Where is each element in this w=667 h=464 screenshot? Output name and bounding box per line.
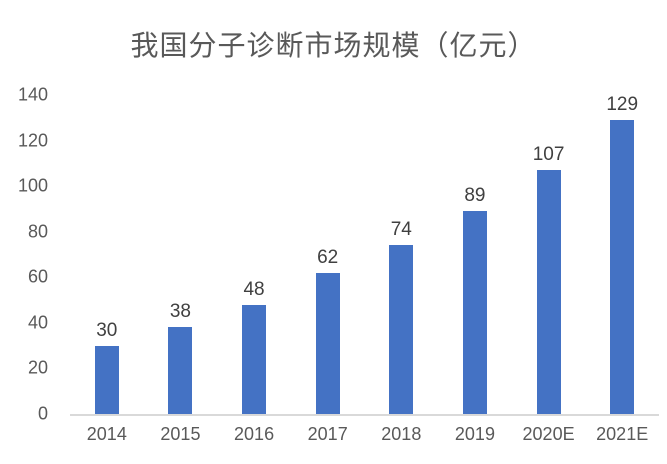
bar-column: 89 bbox=[438, 95, 512, 414]
bar bbox=[462, 211, 487, 414]
bar-column: 48 bbox=[217, 95, 291, 414]
bar bbox=[610, 120, 635, 414]
chart-title: 我国分子诊断市场规模（亿元） bbox=[130, 30, 537, 61]
bar bbox=[389, 245, 414, 414]
x-tick-label: 2014 bbox=[86, 424, 127, 444]
bar-column: 74 bbox=[365, 95, 439, 414]
bar bbox=[242, 304, 267, 414]
bar-value-label: 48 bbox=[243, 278, 265, 300]
bar-value-label: 74 bbox=[390, 219, 412, 241]
bar bbox=[168, 327, 193, 414]
y-tick-label: 120 bbox=[17, 130, 48, 151]
y-tick-label: 60 bbox=[27, 266, 48, 287]
bar-value-label: 38 bbox=[169, 301, 191, 323]
x-axis: 2014 2015 2016 2017 2018 2019 2020E 2021E bbox=[70, 424, 659, 445]
y-tick-label: 0 bbox=[37, 403, 48, 424]
plot-area: 30 38 48 62 74 89 107 129 bbox=[70, 95, 659, 416]
bar-value-label: 30 bbox=[96, 319, 118, 341]
y-axis: 0 20 40 60 80 100 120 140 bbox=[0, 85, 58, 424]
bar-column: 107 bbox=[512, 95, 586, 414]
bar-column: 62 bbox=[291, 95, 365, 414]
bar bbox=[315, 272, 340, 414]
bar-column: 129 bbox=[585, 95, 659, 414]
y-tick-label: 40 bbox=[27, 312, 48, 333]
x-tick-label: 2015 bbox=[160, 424, 201, 444]
x-tick-label: 2018 bbox=[381, 424, 422, 444]
bar-column: 38 bbox=[144, 95, 218, 414]
bar-value-label: 107 bbox=[532, 144, 565, 166]
y-tick-label: 20 bbox=[27, 357, 48, 378]
x-tick-label: 2017 bbox=[307, 424, 348, 444]
x-tick-label: 2020E bbox=[522, 424, 575, 444]
bar-value-label: 129 bbox=[606, 94, 639, 116]
bar-value-label: 89 bbox=[464, 185, 486, 207]
x-tick-label: 2016 bbox=[234, 424, 275, 444]
y-tick-label: 80 bbox=[27, 221, 48, 242]
bar-value-label: 62 bbox=[317, 246, 339, 268]
bar-column: 30 bbox=[70, 95, 144, 414]
y-tick-label: 100 bbox=[17, 175, 48, 196]
x-tick-label: 2019 bbox=[454, 424, 495, 444]
bar bbox=[94, 345, 119, 414]
bar bbox=[536, 170, 561, 414]
y-tick-label: 140 bbox=[17, 84, 48, 105]
x-tick-label: 2021E bbox=[596, 424, 649, 444]
